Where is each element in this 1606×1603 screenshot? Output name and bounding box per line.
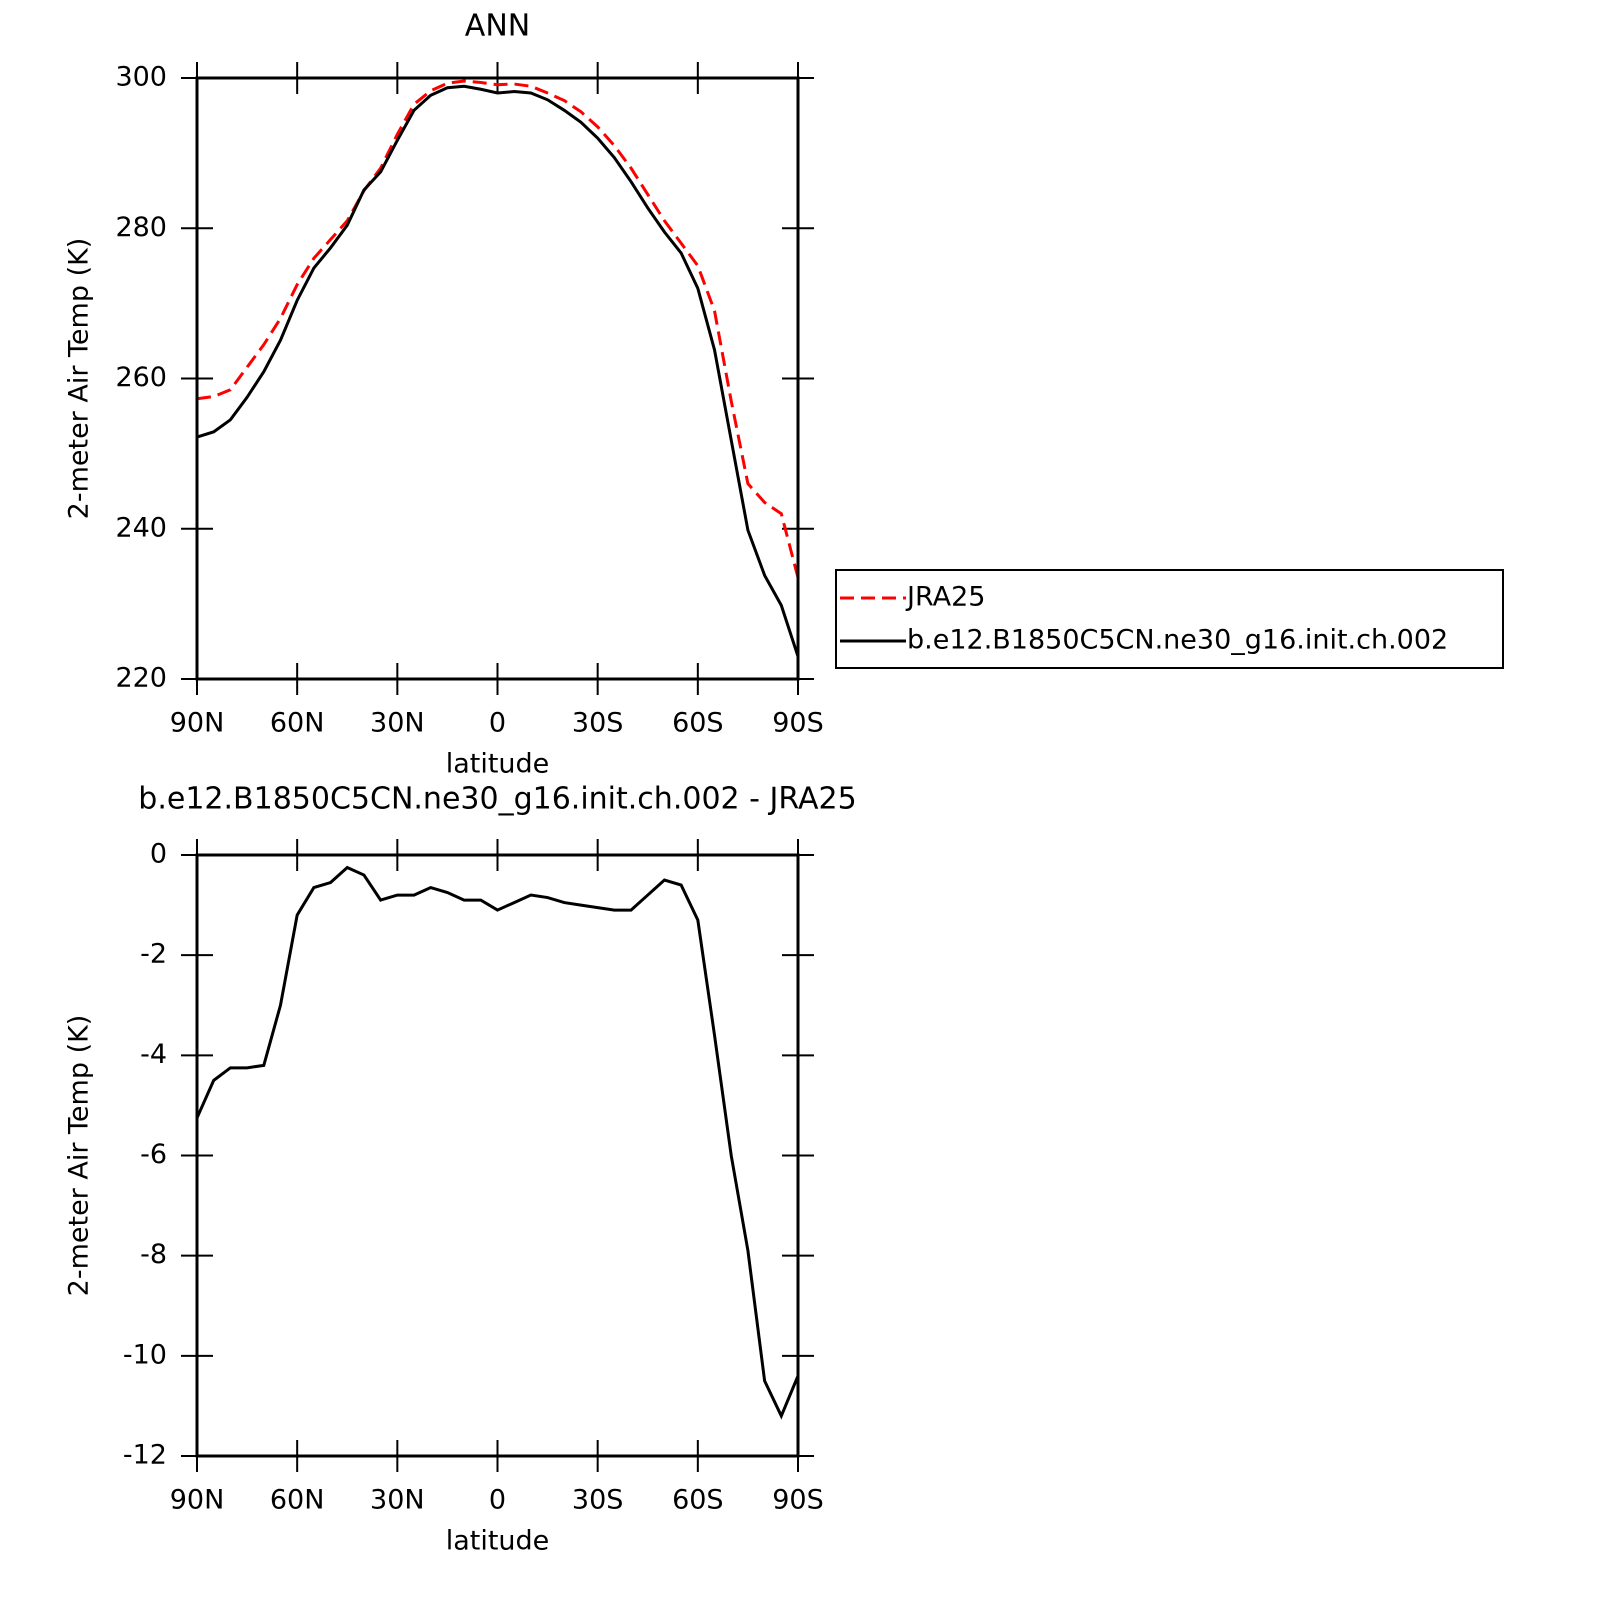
x-tick-label: 30N xyxy=(370,1485,425,1516)
x-axis-label: latitude xyxy=(446,1526,550,1557)
x-tick-label: 30S xyxy=(572,708,624,739)
y-tick-label: -4 xyxy=(140,1039,167,1070)
x-tick-label: 60S xyxy=(672,1485,724,1516)
data-line xyxy=(196,79,800,578)
x-tick-label: 60N xyxy=(270,708,325,739)
x-tick-label: 60N xyxy=(270,1485,325,1516)
legend-label: JRA25 xyxy=(905,582,985,613)
y-axis-label: 2-meter Air Temp (K) xyxy=(64,1015,95,1297)
x-tick-label: 90S xyxy=(772,1485,824,1516)
plot-frame xyxy=(195,853,800,1458)
chart-title: ANN xyxy=(465,9,530,44)
y-tick-label: -2 xyxy=(140,939,167,970)
chart-title: b.e12.B1850C5CN.ne30_g16.init.ch.002 - J… xyxy=(138,782,856,817)
x-tick-label: 30N xyxy=(370,708,425,739)
plot-frame xyxy=(195,76,800,681)
y-tick-label: -6 xyxy=(140,1139,167,1170)
x-axis-label: latitude xyxy=(446,749,550,780)
chart-panel: b.e12.B1850C5CN.ne30_g16.init.ch.002 - J… xyxy=(64,782,857,1557)
y-tick-label: 220 xyxy=(115,663,167,694)
y-tick-label: 260 xyxy=(115,362,167,393)
y-tick-label: 0 xyxy=(150,839,167,870)
y-axis-label: 2-meter Air Temp (K) xyxy=(64,238,95,520)
data-line xyxy=(196,84,800,657)
y-tick-label: 240 xyxy=(115,512,167,543)
x-tick-label: 90N xyxy=(170,1485,225,1516)
y-tick-label: -10 xyxy=(123,1339,167,1370)
chart-panel: ANN latitude 2-meter Air Temp (K) 220 240 260… xyxy=(64,9,1504,780)
data-line xyxy=(195,865,800,1420)
legend-box xyxy=(835,569,1504,669)
x-tick-label: 0 xyxy=(489,1485,506,1516)
x-tick-label: 0 xyxy=(489,708,506,739)
x-tick-label: 60S xyxy=(672,708,724,739)
x-tick-label: 90N xyxy=(170,708,225,739)
y-tick-label: -12 xyxy=(123,1440,167,1471)
x-tick-label: 30S xyxy=(572,1485,624,1516)
y-tick-label: 300 xyxy=(115,62,167,93)
y-tick-label: 280 xyxy=(115,212,167,243)
legend-label: b.e12.B1850C5CN.ne30_g16.init.ch.002 xyxy=(907,625,1448,656)
y-tick-label: -8 xyxy=(140,1239,167,1270)
x-tick-label: 90S xyxy=(772,708,824,739)
